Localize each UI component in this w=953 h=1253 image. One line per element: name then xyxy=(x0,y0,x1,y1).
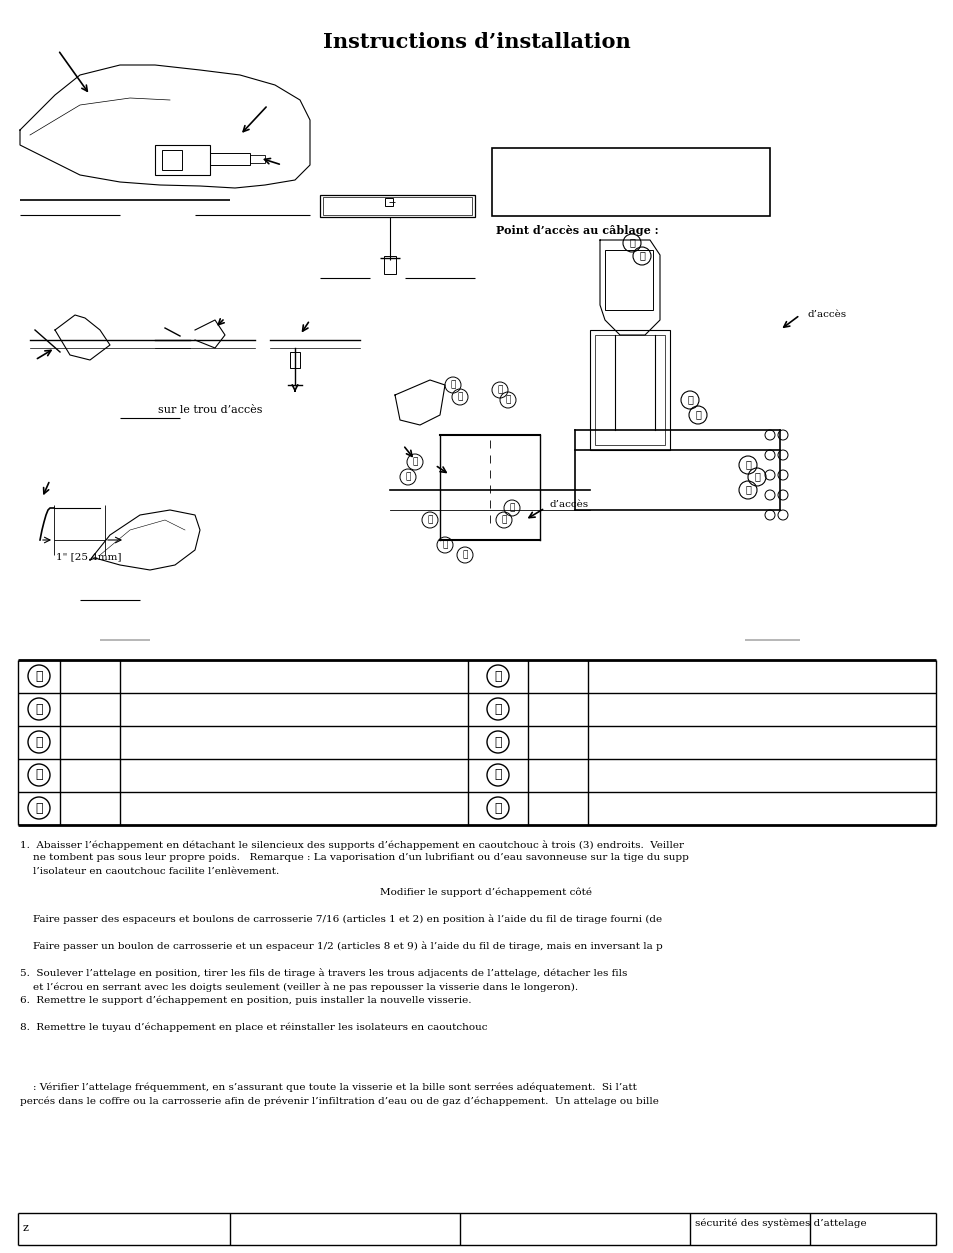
Text: ②: ② xyxy=(639,252,644,261)
Text: ⑩: ⑩ xyxy=(505,396,510,405)
Text: ②: ② xyxy=(456,392,462,401)
Text: 5.  Soulever l’attelage en position, tirer les fils de tirage à travers les trou: 5. Soulever l’attelage en position, tire… xyxy=(20,969,627,979)
Text: ③: ③ xyxy=(35,736,43,748)
Text: ⑤: ⑤ xyxy=(427,515,433,525)
Text: ④: ④ xyxy=(695,411,700,420)
Text: ⑨: ⑨ xyxy=(494,736,501,748)
Text: ①: ① xyxy=(628,238,635,248)
Bar xyxy=(162,150,182,170)
Bar xyxy=(210,153,250,165)
Text: sécurité des systèmes d’attelage: sécurité des systèmes d’attelage xyxy=(695,1218,865,1228)
Text: ⑤: ⑤ xyxy=(744,485,750,495)
Bar xyxy=(492,148,769,216)
Text: ⑦: ⑦ xyxy=(500,515,506,525)
Bar xyxy=(385,198,393,205)
Text: ④: ④ xyxy=(35,768,43,782)
Text: Faire passer un boulon de carrosserie et un espaceur 1/2 (articles 8 et 9) à l’a: Faire passer un boulon de carrosserie et… xyxy=(20,941,662,951)
Text: ②: ② xyxy=(35,703,43,715)
Text: ne tombent pas sous leur propre poids.   Remarque : La vaporisation d’un lubrifi: ne tombent pas sous leur propre poids. R… xyxy=(20,853,688,862)
Text: ⑦: ⑦ xyxy=(494,669,501,683)
Text: ⑪: ⑪ xyxy=(462,550,467,560)
Text: : Vérifier l’attelage fréquemment, en s’assurant que toute la visserie et la bil: : Vérifier l’attelage fréquemment, en s’… xyxy=(20,1083,637,1093)
Bar xyxy=(250,155,265,163)
Bar xyxy=(589,330,669,450)
Bar xyxy=(595,335,664,445)
Text: d’accès: d’accès xyxy=(807,309,846,320)
Text: percés dans le coffre ou la carrosserie afin de prévenir l’infiltration d’eau ou: percés dans le coffre ou la carrosserie … xyxy=(20,1096,659,1105)
Text: ⑧: ⑧ xyxy=(494,703,501,715)
Text: 8.  Remettre le tuyau d’échappement en place et réinstaller les isolateurs en ca: 8. Remettre le tuyau d’échappement en pl… xyxy=(20,1022,487,1031)
Text: ⑥: ⑥ xyxy=(509,504,515,512)
Text: ⑧: ⑧ xyxy=(442,540,447,550)
Text: et l’écrou en serrant avec les doigts seulement (veiller à ne pas repousser la v: et l’écrou en serrant avec les doigts se… xyxy=(20,982,578,991)
Text: 1.  Abaisser l’échappement en détachant le silencieux des supports d’échappement: 1. Abaisser l’échappement en détachant l… xyxy=(20,840,683,850)
Text: 1" [25.4mm]: 1" [25.4mm] xyxy=(56,553,121,561)
Text: 6.  Remettre le support d’échappement en position, puis installer la nouvelle vi: 6. Remettre le support d’échappement en … xyxy=(20,995,471,1005)
Bar xyxy=(384,256,395,274)
Text: Modifier le support d’échappement côté: Modifier le support d’échappement côté xyxy=(379,887,592,897)
Text: ⑩: ⑩ xyxy=(494,768,501,782)
Text: Faire passer des espaceurs et boulons de carrosserie 7/16 (articles 1 et 2) en p: Faire passer des espaceurs et boulons de… xyxy=(20,915,661,925)
Text: z: z xyxy=(23,1223,29,1233)
Text: ⑤: ⑤ xyxy=(35,802,43,814)
Bar xyxy=(290,352,299,368)
Text: ⑥: ⑥ xyxy=(753,472,760,481)
Bar xyxy=(604,251,652,309)
Text: l’isolateur en caoutchouc facilite l’enlèvement.: l’isolateur en caoutchouc facilite l’enl… xyxy=(20,867,279,876)
Text: d’accès: d’accès xyxy=(550,500,589,509)
Text: Point d’accès au câblage :: Point d’accès au câblage : xyxy=(496,226,658,236)
Bar xyxy=(323,197,472,216)
Text: ⑥: ⑥ xyxy=(744,461,750,470)
Text: ⑨: ⑨ xyxy=(497,386,502,395)
Bar xyxy=(154,145,210,175)
Text: ①: ① xyxy=(35,669,43,683)
Text: ⑪: ⑪ xyxy=(494,802,501,814)
Text: ④: ④ xyxy=(405,472,410,481)
Text: sur le trou d’accès: sur le trou d’accès xyxy=(158,405,262,415)
Text: Instructions d’installation: Instructions d’installation xyxy=(323,33,630,53)
Text: ③: ③ xyxy=(686,396,692,405)
Text: ①: ① xyxy=(450,381,456,390)
Bar xyxy=(319,195,475,217)
Text: ③: ③ xyxy=(412,457,417,466)
